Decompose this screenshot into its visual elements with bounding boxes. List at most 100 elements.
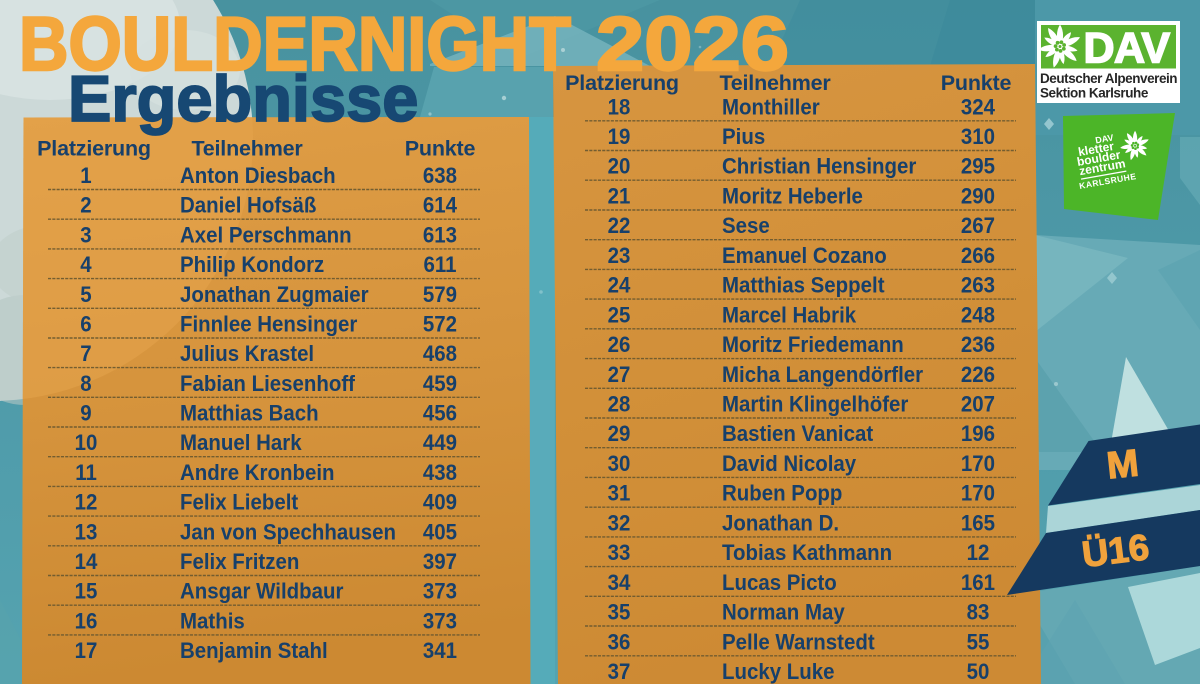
svg-text:165: 165 xyxy=(961,511,995,536)
svg-text:Anton Diesbach: Anton Diesbach xyxy=(180,163,336,188)
svg-text:638: 638 xyxy=(423,163,457,188)
svg-text:Platzierung: Platzierung xyxy=(37,137,151,161)
svg-text:Platzierung: Platzierung xyxy=(565,71,679,95)
svg-text:3: 3 xyxy=(80,223,92,248)
svg-text:170: 170 xyxy=(961,481,995,506)
svg-text:Pius: Pius xyxy=(722,124,765,149)
svg-text:456: 456 xyxy=(423,401,457,426)
svg-text:35: 35 xyxy=(608,600,631,625)
svg-text:David Nicolay: David Nicolay xyxy=(722,451,856,476)
svg-text:Ruben Popp: Ruben Popp xyxy=(722,481,842,506)
svg-text:Ansgar Wildbaur: Ansgar Wildbaur xyxy=(180,579,343,604)
svg-text:Martin Klingelhöfer: Martin Klingelhöfer xyxy=(722,392,908,417)
svg-text:438: 438 xyxy=(423,460,457,485)
svg-text:Teilnehmer: Teilnehmer xyxy=(719,71,831,95)
svg-text:25: 25 xyxy=(608,303,631,328)
svg-text:295: 295 xyxy=(961,154,995,179)
svg-text:15: 15 xyxy=(75,579,98,604)
svg-text:13: 13 xyxy=(75,520,98,545)
svg-text:Moritz Friedemann: Moritz Friedemann xyxy=(722,332,904,357)
svg-text:Benjamin Stahl: Benjamin Stahl xyxy=(180,638,328,663)
svg-text:34: 34 xyxy=(608,570,631,595)
svg-text:Punkte: Punkte xyxy=(941,71,1012,95)
svg-text:Lucky Luke: Lucky Luke xyxy=(722,659,835,684)
svg-text:266: 266 xyxy=(961,243,995,268)
svg-text:DAV: DAV xyxy=(1095,132,1115,145)
svg-text:373: 373 xyxy=(423,579,457,604)
svg-text:Teilnehmer: Teilnehmer xyxy=(191,137,303,161)
svg-text:Fabian Liesenhoff: Fabian Liesenhoff xyxy=(180,371,356,396)
svg-text:Emanuel Cozano: Emanuel Cozano xyxy=(722,243,887,268)
svg-text:14: 14 xyxy=(75,549,98,574)
svg-text:Ergebnisse: Ergebnisse xyxy=(68,62,418,135)
svg-text:Pelle Warnstedt: Pelle Warnstedt xyxy=(722,630,875,655)
svg-text:341: 341 xyxy=(423,638,457,663)
svg-text:23: 23 xyxy=(608,243,631,268)
svg-text:2026: 2026 xyxy=(596,2,789,87)
svg-text:613: 613 xyxy=(423,223,457,248)
svg-text:Punkte: Punkte xyxy=(405,137,476,161)
svg-text:267: 267 xyxy=(961,214,995,239)
svg-text:Manuel Hark: Manuel Hark xyxy=(180,431,302,456)
svg-text:21: 21 xyxy=(608,184,631,209)
svg-text:397: 397 xyxy=(423,549,457,574)
svg-text:Jonathan D.: Jonathan D. xyxy=(722,511,839,536)
svg-text:22: 22 xyxy=(608,214,631,239)
svg-text:4: 4 xyxy=(80,252,92,277)
svg-text:Sektion Karlsruhe: Sektion Karlsruhe xyxy=(1040,86,1149,101)
svg-text:Tobias Kathmann: Tobias Kathmann xyxy=(722,540,892,565)
svg-text:207: 207 xyxy=(961,392,995,417)
svg-text:Deutscher Alpenverein: Deutscher Alpenverein xyxy=(1040,71,1177,86)
svg-text:33: 33 xyxy=(608,540,631,565)
svg-text:32: 32 xyxy=(608,511,631,536)
svg-text:28: 28 xyxy=(608,392,631,417)
svg-text:12: 12 xyxy=(75,490,98,515)
svg-text:6: 6 xyxy=(80,312,92,337)
svg-text:373: 373 xyxy=(423,609,457,634)
svg-text:5: 5 xyxy=(80,282,92,307)
svg-text:37: 37 xyxy=(608,659,631,684)
svg-text:11: 11 xyxy=(75,460,97,485)
svg-text:Sese: Sese xyxy=(722,214,770,239)
svg-text:611: 611 xyxy=(423,252,456,277)
svg-text:310: 310 xyxy=(961,124,995,149)
svg-text:Andre Kronbein: Andre Kronbein xyxy=(180,460,335,485)
svg-text:Moritz Heberle: Moritz Heberle xyxy=(722,184,863,209)
svg-text:kletter: kletter xyxy=(1077,139,1115,159)
svg-text:26: 26 xyxy=(608,332,631,357)
svg-text:83: 83 xyxy=(967,600,990,625)
svg-text:Marcel Habrik: Marcel Habrik xyxy=(722,303,856,328)
svg-text:M: M xyxy=(1105,443,1141,488)
svg-text:Axel Perschmann: Axel Perschmann xyxy=(180,223,352,248)
svg-text:Daniel Hofsäß: Daniel Hofsäß xyxy=(180,193,316,218)
svg-text:Norman May: Norman May xyxy=(722,600,845,625)
svg-text:Jan von Spechhausen: Jan von Spechhausen xyxy=(180,520,396,545)
svg-text:Bastien Vanicat: Bastien Vanicat xyxy=(722,422,873,447)
svg-text:36: 36 xyxy=(608,630,631,655)
svg-text:248: 248 xyxy=(961,303,995,328)
svg-text:50: 50 xyxy=(967,659,990,684)
svg-text:614: 614 xyxy=(423,193,457,218)
svg-text:55: 55 xyxy=(967,630,990,655)
svg-text:Matthias Seppelt: Matthias Seppelt xyxy=(722,273,885,298)
svg-text:BOULDERNIGHT: BOULDERNIGHT xyxy=(19,2,571,87)
svg-text:29: 29 xyxy=(608,422,631,447)
svg-text:10: 10 xyxy=(75,431,98,456)
svg-text:2: 2 xyxy=(80,193,91,218)
svg-text:27: 27 xyxy=(608,362,631,387)
svg-text:263: 263 xyxy=(961,273,995,298)
svg-text:Finnlee Hensinger: Finnlee Hensinger xyxy=(180,312,357,337)
svg-text:Julius Krastel: Julius Krastel xyxy=(180,341,314,366)
svg-text:459: 459 xyxy=(423,371,457,396)
svg-text:196: 196 xyxy=(961,422,995,447)
svg-text:1: 1 xyxy=(80,163,92,188)
svg-text:DAV: DAV xyxy=(1083,25,1170,73)
svg-text:Felix Fritzen: Felix Fritzen xyxy=(180,549,299,574)
svg-text:31: 31 xyxy=(608,481,631,506)
svg-text:226: 226 xyxy=(961,362,995,387)
svg-text:18: 18 xyxy=(608,95,631,120)
svg-text:170: 170 xyxy=(961,451,995,476)
svg-text:Felix Liebelt: Felix Liebelt xyxy=(180,490,298,515)
svg-text:8: 8 xyxy=(80,371,92,396)
svg-text:468: 468 xyxy=(423,341,457,366)
